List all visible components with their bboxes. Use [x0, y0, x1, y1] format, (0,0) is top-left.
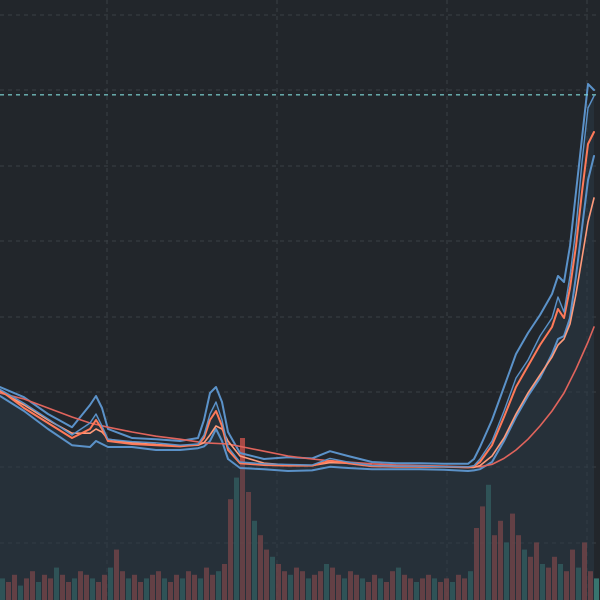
price-area [0, 96, 594, 600]
upper-band-line [0, 83, 595, 465]
volume-bar [594, 578, 599, 600]
price-area-fill [0, 96, 594, 600]
lower-band-line [0, 155, 595, 472]
price-line [0, 95, 595, 468]
moving-averages [0, 83, 595, 472]
fast-ma-line [0, 131, 595, 469]
